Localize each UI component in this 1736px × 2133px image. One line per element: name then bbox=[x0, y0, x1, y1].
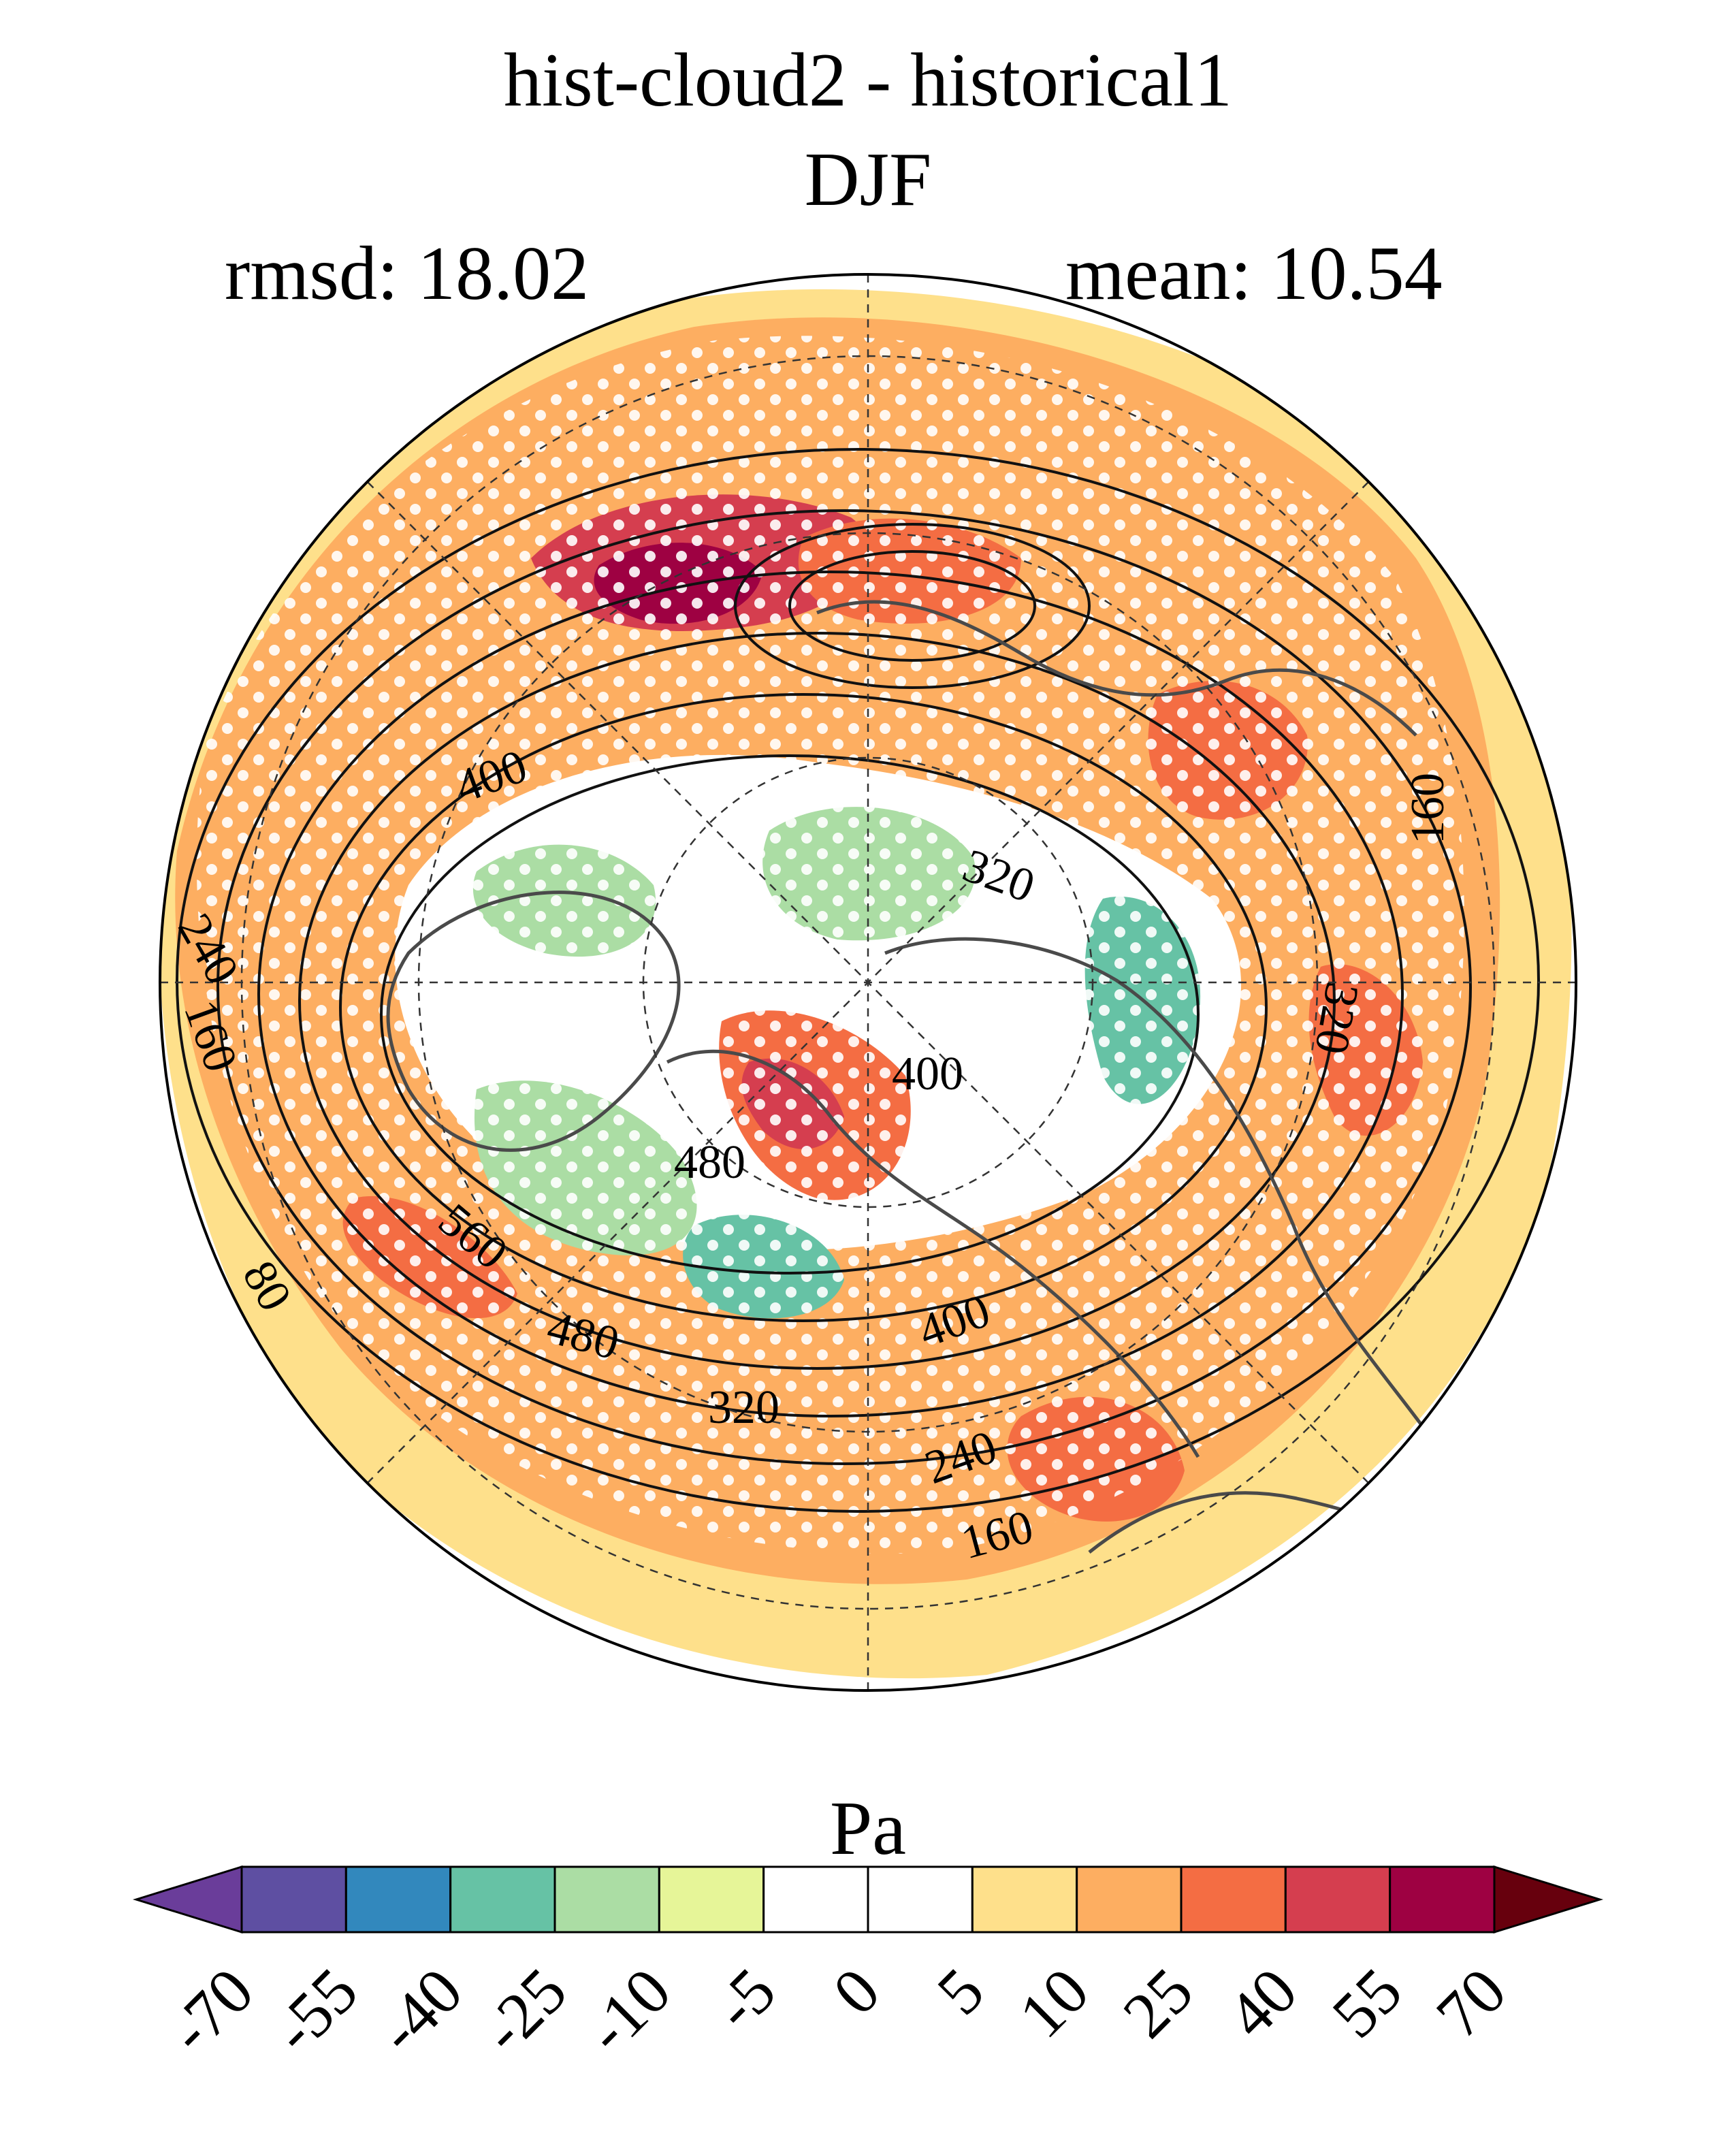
colorbar-bin bbox=[344, 1865, 452, 1934]
colorbar-bin bbox=[449, 1865, 556, 1934]
colorbar-tick-label: 40 bbox=[1213, 1953, 1311, 2052]
colorbar-unit: Pa bbox=[830, 1786, 906, 1871]
colorbar-extend-low bbox=[132, 1865, 243, 1934]
colorbar-tick-label: -70 bbox=[154, 1953, 268, 2067]
contour-lines bbox=[176, 448, 1540, 1513]
colorbar-tick-label: 5 bbox=[923, 1953, 998, 2029]
contour-label: 160 bbox=[1402, 773, 1454, 844]
colorbar-extend-high bbox=[1493, 1865, 1604, 1934]
colorbar-bin bbox=[1076, 1865, 1183, 1934]
graticule bbox=[160, 274, 1576, 1690]
colorbar-tick-label: -5 bbox=[698, 1953, 790, 2044]
stippling-overlay bbox=[196, 336, 1464, 1554]
colorbar-bin bbox=[240, 1865, 347, 1934]
plot-season: DJF bbox=[804, 138, 932, 222]
mean-label: mean: 10.54 bbox=[1065, 231, 1443, 316]
colorbar-bin bbox=[1180, 1865, 1287, 1934]
colorbar-tick-label: 0 bbox=[818, 1953, 894, 2029]
plot-title: hist-cloud2 - historical1 bbox=[503, 38, 1232, 123]
colorbar-tick-label: -40 bbox=[362, 1953, 477, 2067]
contour-label: 400 bbox=[892, 1048, 963, 1100]
contour-label: 480 bbox=[674, 1136, 745, 1189]
colorbar-bin bbox=[1389, 1865, 1496, 1934]
polar-map: 400 320 240 160 400 480 560 80 480 320 4… bbox=[159, 273, 1577, 1692]
colorbar-bin bbox=[867, 1865, 974, 1934]
colorbar-bin bbox=[971, 1865, 1078, 1934]
colorbar-bin bbox=[762, 1865, 869, 1934]
colorbar-tick-label: 25 bbox=[1108, 1953, 1207, 2052]
colorbar-tick-label: 70 bbox=[1421, 1953, 1520, 2052]
colorbar-tick-label: 10 bbox=[1004, 1953, 1103, 2052]
colorbar-tick-label: -55 bbox=[258, 1953, 372, 2067]
colorbar-tick-label: 55 bbox=[1317, 1953, 1416, 2052]
colorbar bbox=[132, 1865, 1604, 1934]
colorbar-bin bbox=[658, 1865, 765, 1934]
colorbar-bin bbox=[553, 1865, 660, 1934]
map-disc bbox=[160, 274, 1576, 1690]
colorbar-tick-label: -25 bbox=[467, 1953, 581, 2067]
map-border bbox=[159, 273, 1577, 1692]
rmsd-label: rmsd: 18.02 bbox=[225, 231, 590, 316]
contour-label: 320 bbox=[1304, 978, 1368, 1058]
colorbar-tick-label: -10 bbox=[571, 1953, 685, 2067]
colorbar-bin bbox=[1284, 1865, 1392, 1934]
contour-label: 320 bbox=[708, 1381, 779, 1434]
